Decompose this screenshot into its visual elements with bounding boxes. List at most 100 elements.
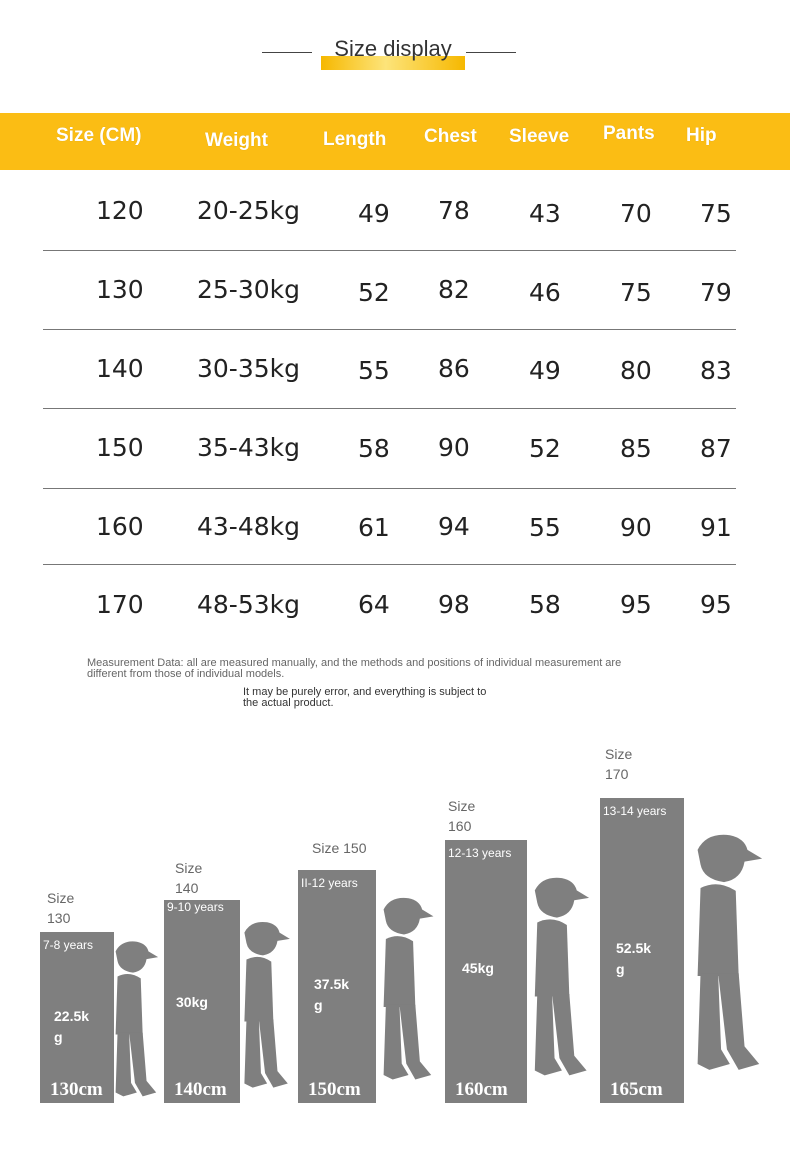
weight-label: 30kg bbox=[176, 994, 208, 1010]
height-bar: II-12 years 37.5k g 150cm bbox=[298, 870, 376, 1103]
cell-hip: 79 bbox=[700, 278, 732, 307]
cell-pants: 80 bbox=[620, 356, 652, 385]
cell-hip: 75 bbox=[700, 199, 732, 228]
cell-chest: 90 bbox=[438, 433, 470, 462]
cell-hip: 95 bbox=[700, 590, 732, 619]
cell-weight: 35-43kg bbox=[197, 433, 300, 462]
cell-pants: 85 bbox=[620, 434, 652, 463]
child-silhouette-icon bbox=[115, 941, 159, 1097]
age-range: 9-10 years bbox=[167, 900, 224, 914]
size-label: Size 140 bbox=[175, 860, 203, 896]
row-divider bbox=[43, 488, 736, 489]
size-label: Size 160 bbox=[448, 798, 476, 834]
cell-pants: 95 bbox=[620, 590, 652, 619]
cell-chest: 82 bbox=[438, 275, 470, 304]
cell-length: 64 bbox=[358, 590, 390, 619]
header-hip: Hip bbox=[686, 125, 717, 146]
size-label: Size 170 bbox=[605, 746, 633, 782]
weight-label: 52.5k g bbox=[616, 940, 652, 977]
age-range: 13-14 years bbox=[603, 804, 667, 818]
cell-sleeve: 43 bbox=[529, 199, 561, 228]
age-range: II-12 years bbox=[301, 876, 358, 890]
table-row: 140 30-35kg 55 86 49 80 83 bbox=[0, 330, 790, 408]
cell-weight: 25-30kg bbox=[197, 275, 300, 304]
cell-weight: 48-53kg bbox=[197, 590, 300, 619]
cell-weight: 30-35kg bbox=[197, 354, 300, 383]
height-bar: 12-13 years 45kg 160cm bbox=[445, 840, 527, 1103]
cell-sleeve: 55 bbox=[529, 513, 561, 542]
header-pants: Pants bbox=[603, 123, 655, 144]
cell-chest: 98 bbox=[438, 590, 470, 619]
size-display-title: Size display bbox=[0, 36, 790, 76]
child-silhouette-icon bbox=[383, 897, 434, 1080]
table-row: 120 20-25kg 49 78 43 70 75 bbox=[0, 172, 790, 250]
header-chest: Chest bbox=[424, 126, 477, 147]
height-label: 160cm bbox=[455, 1079, 508, 1100]
cell-chest: 78 bbox=[438, 196, 470, 225]
cell-size: 140 bbox=[96, 354, 144, 383]
row-divider bbox=[43, 329, 736, 330]
disclaimer-line1: It may be purely error, and everything i… bbox=[243, 686, 487, 698]
title-line-left bbox=[262, 52, 312, 53]
height-comparison-chart: Size 130 7-8 years 22.5k g 130cm Size 14… bbox=[0, 740, 790, 1120]
cell-size: 160 bbox=[96, 512, 144, 541]
child-silhouette-icon bbox=[534, 877, 590, 1076]
table-header: Size (CM) Weight Length Chest Sleeve Pan… bbox=[0, 113, 790, 170]
size-label: Size 130 bbox=[47, 890, 75, 926]
row-divider bbox=[43, 250, 736, 251]
table-row: 160 43-48kg 61 94 55 90 91 bbox=[0, 488, 790, 566]
table-row: 150 35-43kg 58 90 52 85 87 bbox=[0, 409, 790, 487]
cell-size: 170 bbox=[96, 590, 144, 619]
weight-label: 22.5k g bbox=[54, 1008, 90, 1045]
cell-size: 150 bbox=[96, 433, 144, 462]
size-label: Size 150 bbox=[312, 840, 367, 856]
title-highlight bbox=[321, 56, 465, 70]
cell-pants: 90 bbox=[620, 513, 652, 542]
cell-weight: 20-25kg bbox=[197, 196, 300, 225]
cell-pants: 75 bbox=[620, 278, 652, 307]
cell-length: 61 bbox=[358, 513, 390, 542]
cell-sleeve: 49 bbox=[529, 356, 561, 385]
cell-length: 55 bbox=[358, 356, 390, 385]
header-size: Size (CM) bbox=[56, 125, 142, 146]
cell-hip: 91 bbox=[700, 513, 732, 542]
cell-chest: 86 bbox=[438, 354, 470, 383]
child-silhouette-icon bbox=[244, 922, 290, 1088]
cell-length: 52 bbox=[358, 278, 390, 307]
weight-label: 37.5k g bbox=[314, 976, 350, 1013]
height-label: 140cm bbox=[174, 1079, 227, 1100]
header-sleeve: Sleeve bbox=[509, 126, 570, 147]
cell-chest: 94 bbox=[438, 512, 470, 541]
cell-sleeve: 58 bbox=[529, 590, 561, 619]
header-weight: Weight bbox=[205, 130, 268, 151]
cell-pants: 70 bbox=[620, 199, 652, 228]
cell-hip: 83 bbox=[700, 356, 732, 385]
height-bar: 9-10 years 30kg 140cm bbox=[164, 900, 240, 1103]
height-label: 150cm bbox=[308, 1079, 361, 1100]
height-label: 165cm bbox=[610, 1079, 663, 1100]
cell-sleeve: 46 bbox=[529, 278, 561, 307]
cell-weight: 43-48kg bbox=[197, 512, 300, 541]
page-title: Size display bbox=[334, 36, 452, 61]
weight-label: 45kg bbox=[462, 960, 494, 976]
height-label: 130cm bbox=[50, 1079, 103, 1100]
table-row: 130 25-30kg 52 82 46 75 79 bbox=[0, 251, 790, 329]
cell-length: 49 bbox=[358, 199, 390, 228]
height-bar: 13-14 years 52.5k g 165cm bbox=[600, 798, 684, 1103]
cell-size: 130 bbox=[96, 275, 144, 304]
disclaimer-line2: the actual product. bbox=[243, 697, 334, 709]
age-range: 7-8 years bbox=[43, 938, 94, 952]
row-divider bbox=[43, 564, 736, 565]
measurement-note-line1: Measurement Data: all are measured manua… bbox=[87, 657, 622, 669]
cell-size: 120 bbox=[96, 196, 144, 225]
age-range: 12-13 years bbox=[448, 846, 512, 860]
cell-sleeve: 52 bbox=[529, 434, 561, 463]
header-length: Length bbox=[323, 129, 387, 150]
row-divider bbox=[43, 408, 736, 409]
table-row: 170 48-53kg 64 98 58 95 95 bbox=[0, 566, 790, 644]
child-silhouette-icon bbox=[697, 834, 763, 1070]
cell-hip: 87 bbox=[700, 434, 732, 463]
height-bar: 7-8 years 22.5k g 130cm bbox=[40, 932, 114, 1103]
measurement-note-line2: different from those of individual model… bbox=[87, 668, 285, 680]
title-line-right bbox=[466, 52, 516, 53]
